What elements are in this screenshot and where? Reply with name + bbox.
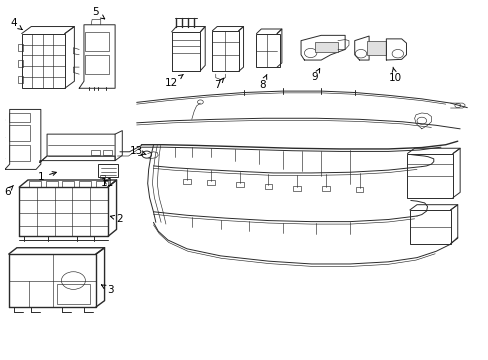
Bar: [256, 33, 280, 67]
Bar: [9, 145, 30, 161]
Bar: [45, 181, 58, 187]
Text: 7: 7: [214, 78, 224, 90]
Bar: [85, 55, 109, 74]
Bar: [9, 113, 30, 122]
Bar: [91, 150, 100, 154]
Bar: [29, 181, 41, 187]
Bar: [100, 175, 104, 178]
Bar: [264, 184, 272, 189]
Text: 12: 12: [164, 75, 183, 88]
Text: 3: 3: [102, 285, 113, 295]
Bar: [183, 179, 190, 184]
Bar: [293, 186, 301, 191]
Text: 13: 13: [130, 146, 146, 156]
Bar: [85, 32, 109, 51]
Text: 10: 10: [388, 67, 401, 83]
Bar: [18, 44, 23, 51]
Bar: [9, 125, 30, 141]
Text: 2: 2: [110, 214, 123, 224]
Bar: [103, 150, 112, 154]
Text: 6: 6: [4, 185, 13, 197]
Bar: [98, 164, 117, 177]
Bar: [355, 187, 363, 192]
Bar: [79, 181, 91, 187]
Text: 1: 1: [38, 172, 56, 182]
Text: 8: 8: [258, 75, 266, 90]
Text: 11: 11: [101, 178, 114, 188]
Text: 9: 9: [311, 69, 319, 82]
Bar: [235, 182, 243, 187]
Bar: [207, 180, 214, 185]
Bar: [57, 284, 90, 304]
Bar: [212, 31, 238, 71]
Bar: [407, 154, 452, 198]
Text: 4: 4: [10, 18, 22, 30]
Bar: [18, 60, 23, 67]
Text: 5: 5: [92, 8, 104, 19]
Bar: [409, 210, 449, 243]
Bar: [322, 186, 329, 191]
Bar: [96, 181, 108, 187]
Bar: [18, 76, 23, 83]
Bar: [366, 41, 386, 55]
Bar: [315, 42, 338, 52]
Bar: [21, 33, 64, 88]
Bar: [62, 181, 74, 187]
